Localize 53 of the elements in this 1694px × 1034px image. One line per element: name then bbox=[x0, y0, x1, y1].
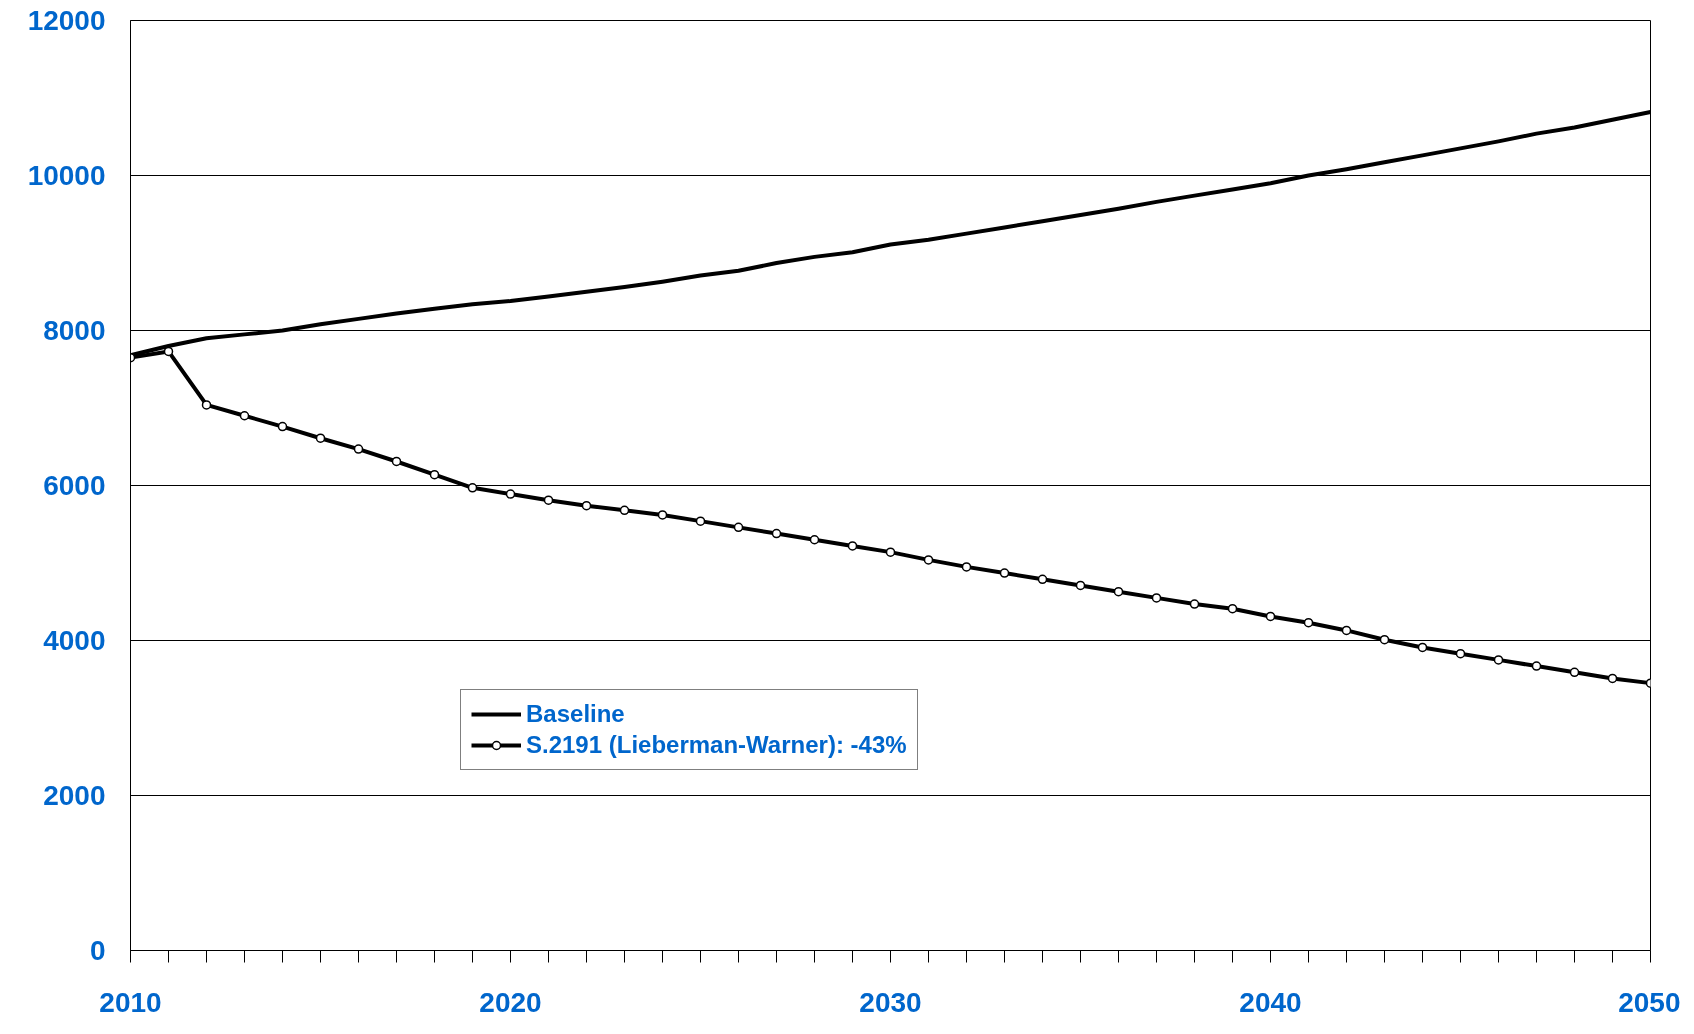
point bbox=[1531, 661, 1542, 671]
y-tick-label: 12000 bbox=[27, 5, 106, 36]
point bbox=[1569, 667, 1580, 678]
point bbox=[809, 535, 820, 545]
point bbox=[1493, 655, 1504, 665]
y-tick-label: 10000 bbox=[27, 160, 106, 191]
point bbox=[467, 483, 478, 493]
point bbox=[163, 346, 174, 357]
point bbox=[201, 400, 212, 410]
point bbox=[239, 411, 250, 421]
point bbox=[353, 444, 364, 454]
point bbox=[847, 541, 858, 551]
point bbox=[543, 495, 554, 505]
point bbox=[1607, 673, 1618, 684]
point bbox=[581, 500, 592, 511]
legend-label: S.2191 (Lieberman-Warner): -43% bbox=[526, 731, 907, 759]
x-tick-label: 2010 bbox=[99, 986, 162, 1018]
point bbox=[1303, 617, 1314, 628]
point bbox=[619, 505, 630, 516]
point bbox=[923, 555, 934, 565]
y-tick-label: 6000 bbox=[43, 470, 106, 501]
point bbox=[1455, 648, 1466, 659]
point bbox=[657, 510, 668, 520]
x-tick-label: 2030 bbox=[859, 986, 922, 1018]
point bbox=[1265, 611, 1276, 622]
y-tick-label: 4000 bbox=[43, 625, 106, 656]
point bbox=[1113, 586, 1124, 597]
point bbox=[1341, 625, 1352, 636]
x-tick-label: 2040 bbox=[1239, 986, 1302, 1018]
point bbox=[1151, 593, 1162, 603]
point bbox=[771, 528, 782, 539]
x-tick-label: 2020 bbox=[479, 986, 542, 1018]
point bbox=[1227, 603, 1238, 614]
point bbox=[885, 547, 896, 557]
y-tick-label: 2000 bbox=[43, 780, 106, 811]
point bbox=[1075, 580, 1086, 591]
point bbox=[1189, 599, 1200, 609]
point bbox=[1379, 634, 1390, 645]
point bbox=[505, 489, 516, 499]
point bbox=[1417, 642, 1428, 653]
point bbox=[961, 562, 972, 572]
point bbox=[695, 516, 706, 526]
y-tick-label: 0 bbox=[89, 935, 106, 966]
point bbox=[429, 469, 440, 480]
point bbox=[999, 568, 1010, 578]
point bbox=[391, 456, 402, 467]
y-tick-label: 8000 bbox=[43, 315, 106, 346]
legend-label: Baseline bbox=[526, 700, 625, 728]
x-tick-label: 2050 bbox=[1618, 986, 1681, 1018]
point bbox=[1037, 574, 1048, 585]
point bbox=[315, 433, 326, 443]
point bbox=[277, 421, 288, 432]
point bbox=[733, 522, 744, 533]
